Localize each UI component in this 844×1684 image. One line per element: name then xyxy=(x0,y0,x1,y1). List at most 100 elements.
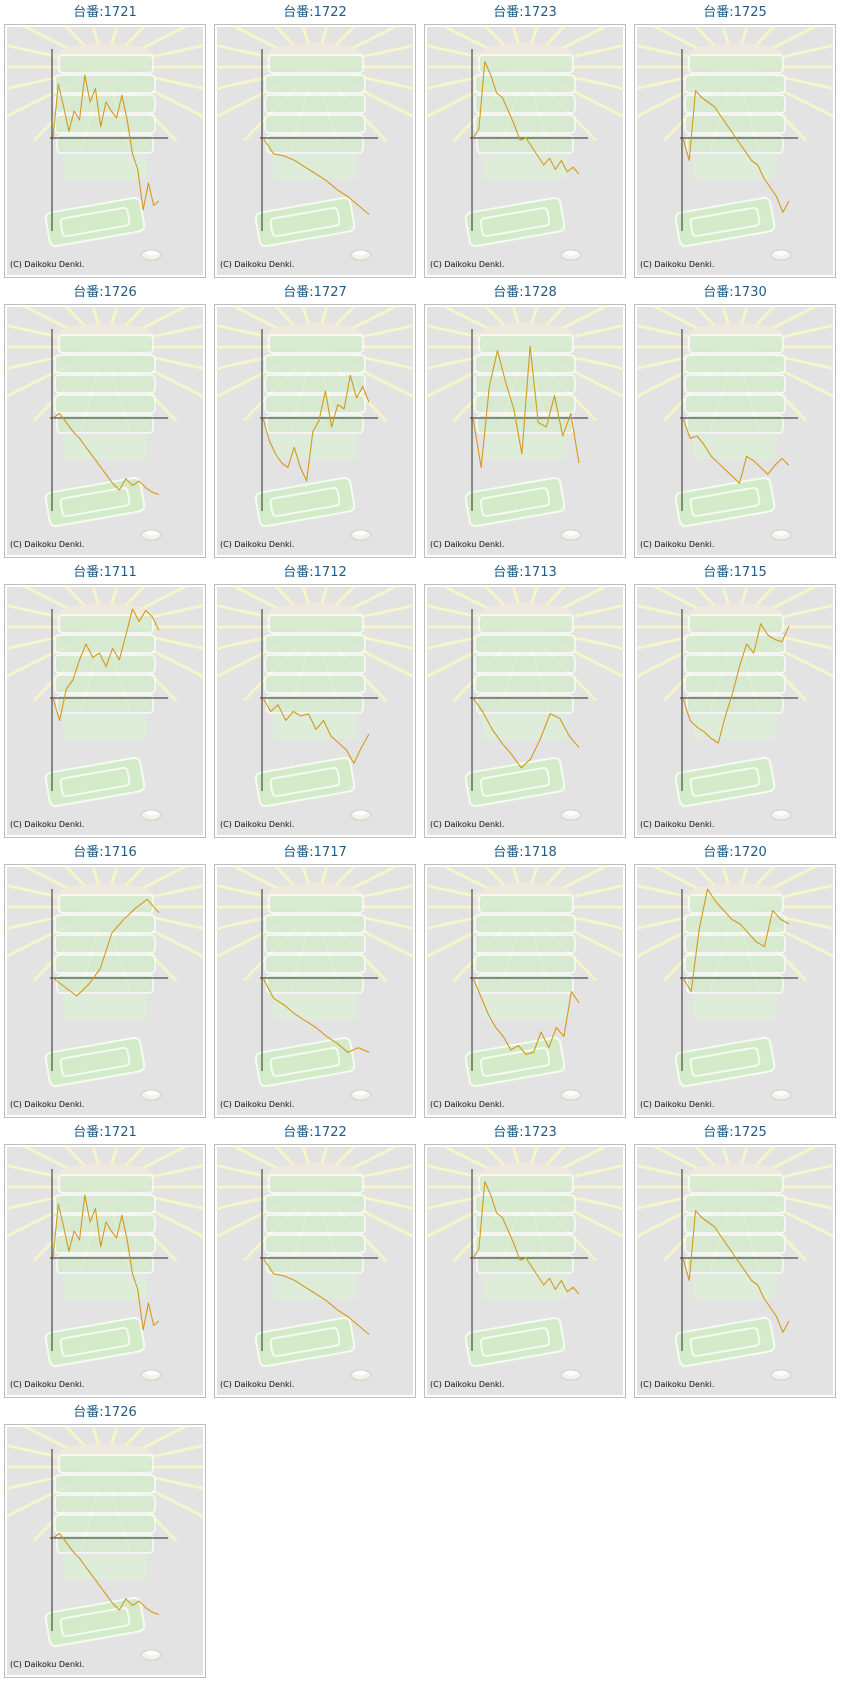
sunburst-ray xyxy=(740,867,749,885)
sunburst-ray xyxy=(351,604,413,621)
copyright-text: (C) Daikoku Denki. xyxy=(220,260,294,269)
machine-number-link[interactable]: 台番:1727 xyxy=(283,285,347,300)
chart-panel: (C) Daikoku Denki. xyxy=(634,584,836,838)
machine-number-link[interactable]: 台番:1717 xyxy=(283,845,347,860)
copyright-text: (C) Daikoku Denki. xyxy=(220,540,294,549)
chart-panel: (C) Daikoku Denki. xyxy=(4,864,206,1118)
chart-panel: (C) Daikoku Denki. xyxy=(424,864,626,1118)
chart-panel: (C) Daikoku Denki. xyxy=(634,24,836,278)
sunburst-ray xyxy=(91,1427,100,1445)
machine-number-link[interactable]: 台番:1721 xyxy=(73,5,137,20)
chart-grid: 台番:1721 xyxy=(4,4,844,1680)
sunburst-ray xyxy=(530,867,539,885)
machine-number-link[interactable]: 台番:1716 xyxy=(73,845,137,860)
sunburst-ray xyxy=(771,604,833,621)
series-line xyxy=(52,1194,160,1331)
cabinet-decoration xyxy=(44,1443,162,1661)
chart-axes xyxy=(470,1169,588,1351)
slump-chart: (C) Daikoku Denki. xyxy=(427,27,623,275)
sunburst-ray xyxy=(232,307,286,334)
sunburst-ray xyxy=(64,307,87,328)
cabinet-decoration xyxy=(44,323,162,541)
machine-number-link[interactable]: 台番:1730 xyxy=(703,285,767,300)
slump-chart: (C) Daikoku Denki. xyxy=(7,27,203,275)
sunburst-ray xyxy=(351,884,413,901)
machine-number-link[interactable]: 台番:1722 xyxy=(283,5,347,20)
machine-number-link[interactable]: 台番:1725 xyxy=(703,5,767,20)
slump-chart: (C) Daikoku Denki. xyxy=(217,27,413,275)
sunburst-ray xyxy=(301,27,310,45)
cabinet-decoration xyxy=(254,883,372,1101)
machine-number-link[interactable]: 台番:1720 xyxy=(703,845,767,860)
copyright-text: (C) Daikoku Denki. xyxy=(640,540,714,549)
machine-number-link[interactable]: 台番:1721 xyxy=(73,1125,137,1140)
sunburst-ray xyxy=(141,884,203,901)
sunburst-ray xyxy=(141,633,203,650)
machine-number-link[interactable]: 台番:1726 xyxy=(73,1405,137,1420)
machine-number-link[interactable]: 台番:1715 xyxy=(703,565,767,580)
sunburst-ray xyxy=(554,587,608,614)
series-line xyxy=(262,374,370,482)
sunburst-ray xyxy=(134,1427,188,1454)
series-line xyxy=(262,697,370,764)
cabinet-decoration xyxy=(674,603,792,821)
copyright-text: (C) Daikoku Denki. xyxy=(10,820,84,829)
sunburst-ray xyxy=(561,73,623,90)
slump-chart: (C) Daikoku Denki. xyxy=(7,1427,203,1675)
slump-chart: (C) Daikoku Denki. xyxy=(427,867,623,1115)
machine-number-link[interactable]: 台番:1723 xyxy=(493,1125,557,1140)
sunburst-ray xyxy=(771,73,833,90)
chart-cell: 台番:1711 xyxy=(4,564,214,840)
sunburst-ray xyxy=(652,867,706,894)
chart-axes xyxy=(260,609,378,791)
slump-chart: (C) Daikoku Denki. xyxy=(7,587,203,835)
chart-panel: (C) Daikoku Denki. xyxy=(4,584,206,838)
machine-number-link[interactable]: 台番:1718 xyxy=(493,845,557,860)
sunburst-ray xyxy=(274,27,297,48)
series-line xyxy=(682,1210,790,1333)
machine-number-link[interactable]: 台番:1722 xyxy=(283,1125,347,1140)
slump-chart: (C) Daikoku Denki. xyxy=(427,307,623,555)
series-line xyxy=(682,888,790,993)
machine-number-link[interactable]: 台番:1726 xyxy=(73,285,137,300)
cabinet-decoration xyxy=(254,603,372,821)
sunburst-ray xyxy=(134,587,188,614)
sunburst-ray xyxy=(771,633,833,650)
series-line xyxy=(52,412,160,496)
sunburst-ray xyxy=(320,587,329,605)
sunburst-ray xyxy=(753,867,776,888)
chart-panel: (C) Daikoku Denki. xyxy=(4,1424,206,1678)
machine-number-link[interactable]: 台番:1711 xyxy=(73,565,137,580)
sunburst-ray xyxy=(22,27,76,54)
sunburst-ray xyxy=(134,27,188,54)
sunburst-ray xyxy=(351,633,413,650)
machine-number-link[interactable]: 台番:1723 xyxy=(493,5,557,20)
sunburst-ray xyxy=(771,353,833,370)
series-line xyxy=(472,60,580,175)
sunburst-ray xyxy=(22,867,76,894)
sunburst-ray xyxy=(753,587,776,608)
series-line xyxy=(52,1532,160,1616)
sunburst-ray xyxy=(110,27,119,45)
machine-number-link[interactable]: 台番:1725 xyxy=(703,1125,767,1140)
machine-number-link[interactable]: 台番:1728 xyxy=(493,285,557,300)
sunburst-ray xyxy=(554,1147,608,1174)
chart-axes xyxy=(470,329,588,511)
slump-chart: (C) Daikoku Denki. xyxy=(427,587,623,835)
sunburst-ray xyxy=(123,307,146,328)
sunburst-ray xyxy=(274,867,297,888)
sunburst-ray xyxy=(511,1147,520,1165)
chart-panel: (C) Daikoku Denki. xyxy=(214,864,416,1118)
copyright-text: (C) Daikoku Denki. xyxy=(10,1660,84,1669)
sunburst-ray xyxy=(511,867,520,885)
sunburst-ray xyxy=(344,587,398,614)
series-line xyxy=(262,977,370,1053)
machine-number-link[interactable]: 台番:1712 xyxy=(283,565,347,580)
sunburst-ray xyxy=(141,73,203,90)
machine-number-link[interactable]: 台番:1713 xyxy=(493,565,557,580)
chart-cell: 台番:1726 xyxy=(4,284,214,560)
chart-cell: 台番:1723 xyxy=(424,4,634,280)
sunburst-ray xyxy=(91,307,100,325)
sunburst-ray xyxy=(110,307,119,325)
sunburst-ray xyxy=(232,587,286,614)
